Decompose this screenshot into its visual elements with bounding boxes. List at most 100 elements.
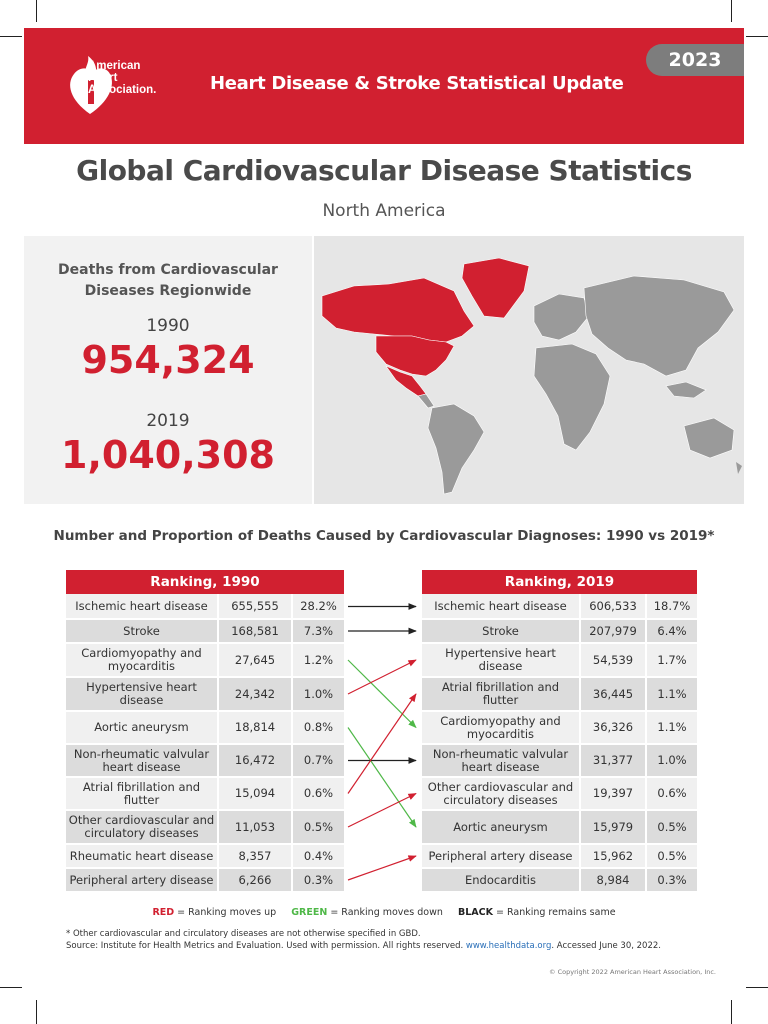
map-central-america (417, 393, 435, 409)
cause-name: Endocarditis (422, 868, 580, 893)
cause-name: Aortic aneurysm (66, 711, 218, 745)
rank-arrow-down (347, 659, 417, 729)
rank-arrow-up (347, 855, 417, 881)
crop-mark (36, 0, 37, 22)
death-percent: 6.4% (645, 619, 697, 644)
legend-red-text: = Ranking moves up (174, 907, 277, 918)
death-count: 19,397 (579, 777, 646, 811)
death-count: 31,377 (579, 744, 646, 778)
heart-torch-logo-icon (70, 56, 112, 114)
death-count: 36,326 (579, 711, 646, 745)
death-percent: 1.1% (645, 711, 697, 745)
world-map-graphic (321, 257, 742, 495)
death-percent: 0.7% (291, 744, 344, 778)
death-percent: 1.1% (645, 677, 697, 712)
legend-black-word: BLACK (458, 907, 493, 918)
deaths-stats-panel: Deaths from Cardiovascular Diseases Regi… (24, 236, 312, 504)
death-count: 16,472 (217, 744, 292, 778)
crop-mark (731, 0, 732, 22)
death-count: 24,342 (217, 677, 292, 712)
cause-name: Rheumatic heart disease (66, 844, 218, 869)
death-count: 11,053 (217, 810, 292, 845)
crop-mark (0, 987, 22, 988)
death-percent: 0.8% (291, 711, 344, 745)
banner-title: Heart Disease & Stroke Statistical Updat… (210, 73, 624, 94)
crop-mark (0, 36, 22, 37)
cause-name: Aortic aneurysm (422, 810, 580, 845)
death-percent: 0.3% (291, 868, 344, 893)
rank-arrow-down (347, 727, 417, 828)
death-percent: 1.0% (291, 677, 344, 712)
stat-year-1990: 1990 (146, 316, 190, 336)
rank-arrow-up (347, 659, 417, 695)
death-count: 207,979 (579, 619, 646, 644)
cause-name: Non-rheumatic valvular heart disease (422, 744, 580, 778)
legend-black-text: = Ranking remains same (492, 907, 616, 918)
crop-mark (746, 36, 768, 37)
death-count: 6,266 (217, 868, 292, 893)
source-accessed: . Accessed June 30, 2022. (551, 941, 661, 951)
stat-value-2019: 1,040,308 (61, 433, 275, 477)
death-percent: 1.0% (645, 744, 697, 778)
map-asia (583, 275, 735, 377)
source-text: Source: Institute for Health Metrics and… (66, 941, 466, 951)
death-percent: 1.2% (291, 643, 344, 678)
death-count: 8,357 (217, 844, 292, 869)
map-australia (683, 417, 735, 459)
cause-name: Other cardiovascular and circulatory dis… (66, 810, 218, 845)
map-greenland (461, 257, 530, 319)
map-africa (533, 343, 611, 451)
legend-red-word: RED (152, 907, 175, 918)
map-south-america (427, 403, 485, 495)
footnote: * Other cardiovascular and circulatory d… (66, 928, 661, 952)
death-percent: 28.2% (291, 594, 344, 620)
deaths-label-line: Deaths from Cardiovascular (58, 262, 278, 278)
death-count: 18,814 (217, 711, 292, 745)
death-percent: 0.5% (291, 810, 344, 845)
year-badge: 2023 (646, 44, 744, 76)
org-name-line: Heart (88, 72, 118, 84)
cause-name: Cardiomyopathy and myocarditis (66, 643, 218, 678)
org-name-line: American (88, 60, 141, 72)
cause-name: Non-rheumatic valvular heart disease (66, 744, 218, 778)
header-banner: American Heart Association. Heart Diseas… (24, 28, 744, 144)
cause-name: Other cardiovascular and circulatory dis… (422, 777, 580, 811)
map-europe (533, 293, 590, 341)
region-subtitle: North America (322, 201, 446, 221)
death-percent: 0.6% (645, 777, 697, 811)
death-count: 27,645 (217, 643, 292, 678)
world-map (314, 236, 744, 504)
crop-mark (746, 987, 768, 988)
death-percent: 7.3% (291, 619, 344, 644)
death-count: 15,094 (217, 777, 292, 811)
death-percent: 1.7% (645, 643, 697, 678)
legend-green-text: = Ranking moves down (327, 907, 443, 918)
diagnoses-title: Number and Proportion of Deaths Caused b… (53, 528, 715, 544)
stat-value-1990: 954,324 (81, 338, 255, 382)
footnote-line: * Other cardiovascular and circulatory d… (66, 929, 421, 939)
cause-name: Atrial fibrillation and flutter (66, 777, 218, 811)
rank-arrow-up (347, 693, 417, 794)
copyright: © Copyright 2022 American Heart Associat… (549, 968, 716, 976)
crop-mark (36, 1000, 37, 1024)
cause-name: Stroke (66, 619, 218, 644)
death-count: 606,533 (579, 594, 646, 620)
healthdata-link[interactable]: www.healthdata.org (465, 941, 552, 951)
ranking-1990-table: Ranking, 1990 Ischemic heart disease 655,… (66, 570, 344, 893)
death-percent: 0.6% (291, 777, 344, 811)
death-percent: 0.5% (645, 810, 697, 845)
death-count: 168,581 (217, 619, 292, 644)
cause-name: Peripheral artery disease (422, 844, 580, 869)
ranking-1990-header: Ranking, 1990 (66, 570, 344, 594)
death-percent: 0.5% (645, 844, 697, 869)
death-count: 655,555 (217, 594, 292, 620)
death-count: 15,979 (579, 810, 646, 845)
deaths-label: Deaths from Cardiovascular Diseases Regi… (24, 260, 312, 302)
death-count: 15,962 (579, 844, 646, 869)
cause-name: Hypertensive heart disease (66, 677, 218, 712)
cause-name: Ischemic heart disease (422, 594, 580, 620)
source-line: Source: Institute for Health Metrics and… (66, 940, 661, 952)
page-title: Global Cardiovascular Disease Statistics (76, 154, 692, 187)
org-name-line: Association. (88, 84, 157, 96)
